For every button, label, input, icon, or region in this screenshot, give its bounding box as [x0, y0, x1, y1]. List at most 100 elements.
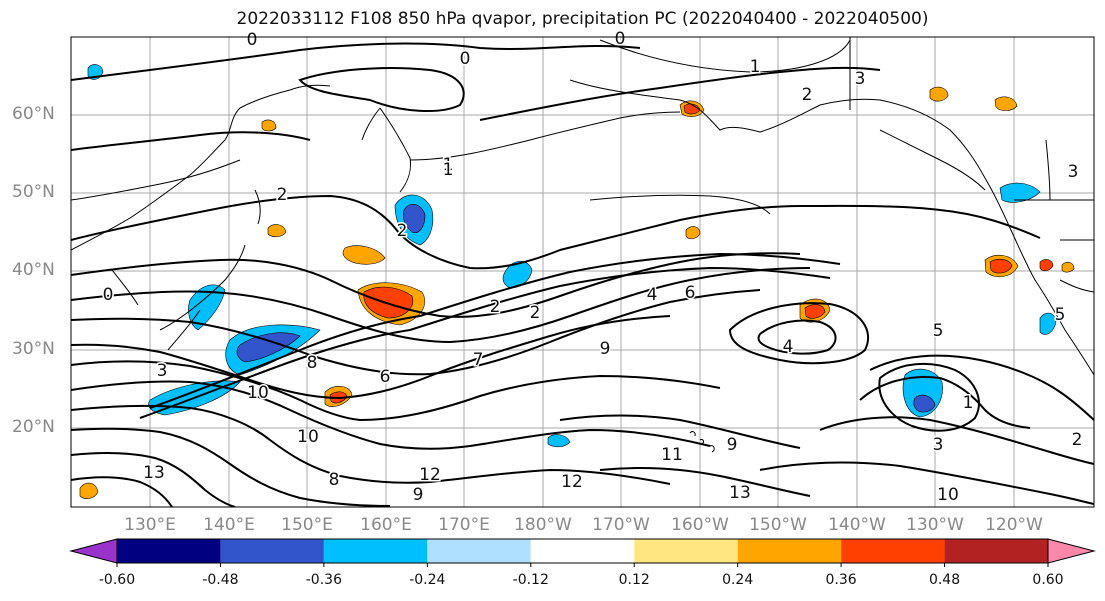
colorbar-bin: [634, 539, 738, 563]
contour-label: 2: [1072, 430, 1083, 450]
lon-label: 150°W: [749, 515, 807, 535]
contour-150w-inner: [757, 319, 837, 355]
contour-label: 0: [615, 29, 626, 49]
colorbar-bin: [427, 539, 531, 563]
contour-jet-b: [139, 329, 411, 419]
contour-4: [71, 267, 811, 344]
colorbar-bin: [530, 539, 635, 563]
colorbar: [69, 538, 1096, 567]
contour-label: 11: [661, 445, 683, 465]
precip-patch-alaska-pos: [929, 86, 949, 102]
precip-patch-ca-neg: [1039, 312, 1057, 335]
precip-patch-se-asia-pos: [79, 482, 99, 499]
contour-label: 4: [647, 285, 658, 305]
contour-5: [71, 289, 761, 376]
contour-10: [71, 427, 391, 507]
contour-label: 12: [419, 465, 441, 485]
contour-label: 9: [600, 339, 611, 359]
lon-label: 140°E: [203, 515, 255, 535]
coast-aleutians: [409, 111, 681, 161]
contour-label: 9: [727, 435, 738, 455]
coast-kamchatka: [361, 107, 411, 193]
contour-label: 4: [783, 337, 794, 357]
contour-label: 1: [443, 155, 454, 175]
lat-label: 50°N: [12, 182, 55, 202]
contour-1-west: [71, 131, 311, 151]
contour-thin-1: [599, 39, 851, 73]
lon-label: 140°W: [828, 515, 886, 535]
colorbar-tick-label: -0.12: [512, 572, 549, 588]
lon-label: 160°E: [360, 515, 412, 535]
contour-east-3: [819, 416, 1094, 465]
contour-7: [71, 360, 721, 422]
precip-shading: [79, 64, 1075, 499]
contour-label: 8: [329, 470, 340, 490]
lon-label: 150°E: [281, 515, 333, 535]
colorbar-bin: [220, 539, 324, 563]
precip-patch-150w-core: [804, 304, 826, 319]
lon-label: 170°W: [592, 515, 650, 535]
precip-patch-small3-pos: [261, 119, 277, 132]
contour-jet-a: [149, 315, 421, 409]
contour-south-1: [559, 414, 801, 449]
colorbar-tick-label: -0.60: [98, 572, 136, 588]
precip-patch-kamchatka-core: [402, 203, 426, 233]
contour-label: 10: [297, 427, 319, 447]
lon-label: 130°E: [124, 515, 176, 535]
contour-label: 6: [685, 283, 696, 303]
lon-label: 160°W: [671, 515, 729, 535]
precip-patch-japan-neg-core: [236, 332, 301, 363]
lat-label: 30°N: [12, 339, 55, 359]
precip-patch-hawaii-core: [913, 394, 936, 413]
contour-label: 13: [143, 463, 165, 483]
lat-label: 40°N: [12, 260, 55, 280]
contour-0-north: [71, 42, 641, 81]
contour-label: 3: [1068, 162, 1079, 182]
colorbar-tick-label: -0.48: [202, 572, 239, 588]
colorbar-tick-label: -0.36: [305, 572, 342, 588]
precip-patch-nw-neg: [188, 284, 226, 331]
contour-13: [71, 476, 173, 507]
colorbar-bin: [737, 539, 842, 563]
precip-patch-small2-pos: [685, 226, 701, 240]
coast-alaska: [569, 79, 881, 133]
contour-label: 8: [307, 353, 318, 373]
lon-label: 180°W: [514, 515, 572, 535]
contour-6: [71, 315, 671, 400]
precip-patch-small1-pos: [267, 224, 287, 238]
contour-0-b: [298, 67, 465, 113]
contour-label: 13: [729, 483, 751, 503]
contour-thin-2: [71, 159, 241, 201]
coast-asia: [71, 84, 331, 251]
contour-label: 7: [473, 350, 484, 370]
contour-12: [71, 452, 236, 507]
colorbar-tick-label: 0.60: [1032, 572, 1064, 588]
lat-label: 20°N: [12, 417, 55, 437]
contour-label: 0: [103, 285, 114, 305]
colorbar-tick-label: 0.24: [722, 572, 754, 588]
contour-label: 10: [937, 485, 959, 505]
precip-patch-ca2-pos: [1039, 259, 1054, 272]
contour-label: 3: [933, 435, 944, 455]
contour-label: 2: [490, 297, 501, 317]
thin-contours: [71, 39, 986, 215]
contour-9: [71, 404, 671, 485]
coast-us-interior: [1059, 239, 1094, 293]
lat-label: 60°N: [12, 104, 55, 124]
qvapor-contours: [71, 42, 1094, 507]
precip-patch-small4-pos: [1061, 261, 1075, 273]
contour-east-1: [869, 354, 1094, 421]
contour-label: 2: [277, 185, 288, 205]
contour-south-2: [599, 467, 811, 497]
coast-nw-america: [879, 99, 1094, 376]
precip-patch-main-core: [363, 286, 414, 319]
colorbar-tick-label: 0.36: [825, 572, 857, 588]
colorbar-extend-low: [69, 538, 118, 564]
contour-2-b: [394, 204, 1041, 270]
graticule: [71, 37, 1094, 507]
contour-label: 0: [460, 49, 471, 69]
colorbar-tick-label: 0.48: [928, 572, 961, 588]
contour-label: 6: [380, 367, 391, 387]
precip-patch-bc-neg: [999, 182, 1041, 203]
